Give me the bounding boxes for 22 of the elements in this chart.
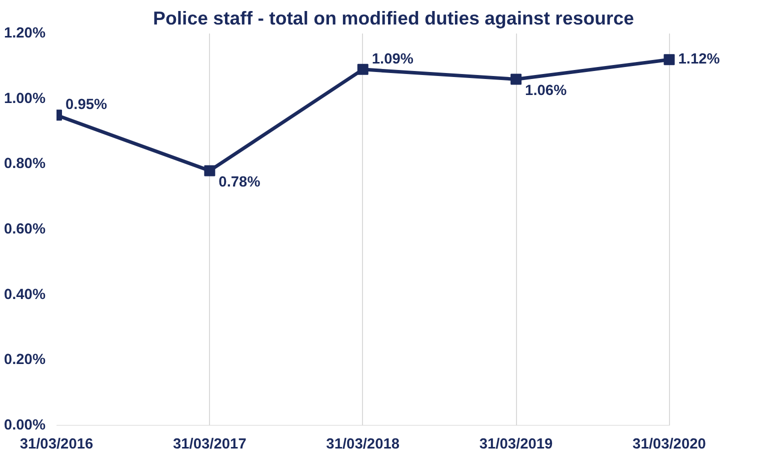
y-tick-label: 0.20%: [4, 352, 46, 368]
y-tick-label: 0.40%: [4, 286, 46, 303]
point: [510, 74, 522, 85]
y-tick-label: 0.80%: [4, 156, 46, 172]
x-tick-label: 31/03/2017: [173, 436, 246, 452]
point: [664, 54, 675, 66]
data-label: 1.06%: [525, 83, 567, 100]
x-tick-label: 31/03/2018: [326, 436, 400, 452]
x-tick-label: 31/03/2020: [632, 436, 706, 452]
y-tick-label: 0.60%: [4, 222, 46, 238]
point: [204, 165, 216, 176]
data-label: 1.12%: [678, 52, 720, 68]
data-label: 0.78%: [218, 174, 260, 191]
data-label: 1.09%: [372, 51, 414, 68]
data-label: 0.95%: [66, 97, 108, 114]
x-tick-label: 31/03/2016: [20, 436, 94, 452]
y-tick-label: 1.00%: [4, 90, 46, 107]
y-tick-label: 1.20%: [4, 26, 46, 42]
chart-title: Police staff - total on modified duties against resource: [153, 8, 634, 28]
point: [357, 64, 368, 75]
y-tick-label: 0.00%: [4, 418, 46, 434]
x-tick-label: 31/03/2019: [479, 436, 553, 452]
